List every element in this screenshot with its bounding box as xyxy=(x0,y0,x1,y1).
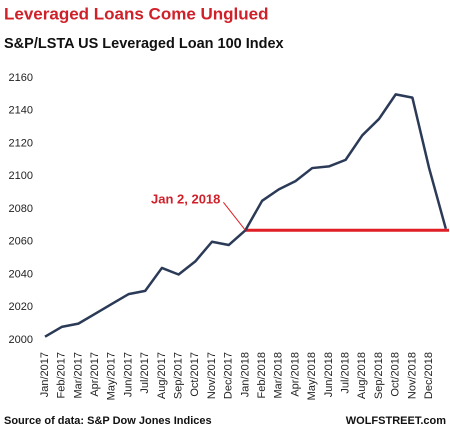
x-tick-label: Sep/2018 xyxy=(373,352,385,399)
x-tick-label: Feb/2017 xyxy=(56,352,68,398)
x-tick-label: Jun/2017 xyxy=(122,352,134,397)
y-tick-label: 2020 xyxy=(9,301,33,313)
x-tick-label: Jun/2018 xyxy=(323,352,335,397)
y-tick-label: 2120 xyxy=(9,137,33,149)
x-tick-label: Mar/2018 xyxy=(273,352,285,398)
x-tick-label: Feb/2018 xyxy=(256,352,268,398)
annotation: Jan 2, 2018 xyxy=(151,192,220,207)
y-tick-label: 2100 xyxy=(9,170,33,182)
y-tick-label: 2080 xyxy=(9,203,33,215)
x-tick-label: Apr/2018 xyxy=(289,352,301,397)
x-tick-label: Dec/2017 xyxy=(223,352,235,399)
annotation-arrow xyxy=(223,201,246,231)
chart-title: Leveraged Loans Come Unglued xyxy=(4,4,269,23)
x-tick-label: Mar/2017 xyxy=(72,352,84,398)
chart-subtitle: S&P/LSTA US Leveraged Loan 100 Index xyxy=(4,36,284,52)
x-tick-label: Jul/2017 xyxy=(139,352,151,394)
x-tick-label: Dec/2018 xyxy=(423,352,435,399)
source-note: Source of data: S&P Dow Jones Indices xyxy=(4,415,212,427)
y-tick-label: 2160 xyxy=(9,72,33,84)
x-tick-label: Oct/2018 xyxy=(390,352,402,397)
y-tick-label: 2140 xyxy=(9,105,33,117)
x-tick-label: Aug/2018 xyxy=(356,352,368,399)
x-tick-label: Aug/2017 xyxy=(156,352,168,399)
y-tick-label: 2060 xyxy=(9,236,33,248)
credit: WOLFSTREET.com xyxy=(346,415,446,427)
data-line xyxy=(44,93,448,338)
x-tick-label: Sep/2017 xyxy=(173,352,185,399)
x-tick-label: May/2018 xyxy=(306,352,318,400)
x-tick-label: Jan/2018 xyxy=(239,352,251,397)
x-tick-label: Jan/2017 xyxy=(39,352,51,397)
x-tick-label: Nov/2017 xyxy=(206,352,218,399)
x-tick-label: Oct/2017 xyxy=(189,352,201,397)
y-tick-label: 2000 xyxy=(9,334,33,346)
x-tick-label: Jul/2018 xyxy=(340,352,352,394)
x-tick-label: Nov/2018 xyxy=(406,352,418,399)
y-tick-label: 2040 xyxy=(9,268,33,280)
x-tick-label: Apr/2017 xyxy=(89,352,101,397)
x-tick-label: May/2017 xyxy=(106,352,118,400)
